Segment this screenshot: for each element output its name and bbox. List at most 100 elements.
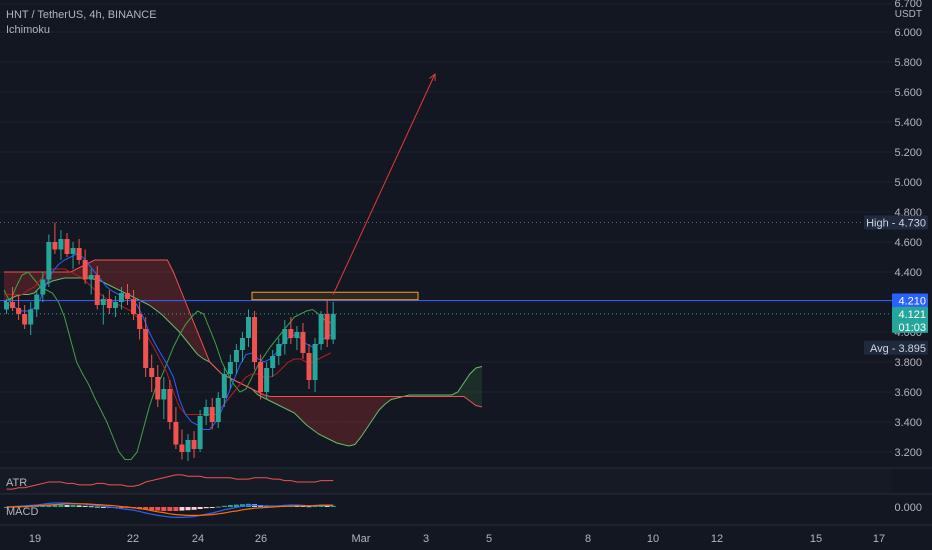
cloud-segment — [58, 272, 65, 280]
cloud-segment — [88, 260, 95, 280]
high-price-tag-bg — [864, 215, 928, 230]
cloud-segment — [173, 272, 180, 332]
macd-histogram-bar — [209, 507, 215, 508]
candle-body — [46, 242, 52, 280]
cloud-segment — [336, 396, 343, 445]
cloud-segment — [318, 396, 325, 437]
candle-body — [143, 329, 149, 368]
macd-histogram-bar — [330, 505, 336, 507]
cloud-segment — [185, 302, 192, 347]
candle-body — [179, 444, 185, 452]
chikou-line — [3, 271, 331, 460]
candle-body — [4, 302, 9, 310]
time-axis-tick: 5 — [486, 533, 492, 545]
price-axis-tick: 5.600 — [894, 87, 922, 99]
macd-histogram-bar — [221, 505, 227, 507]
candle-body — [191, 440, 197, 449]
candle-body — [76, 248, 82, 260]
cloud-segment — [52, 272, 59, 281]
macd-histogram-bar — [191, 507, 197, 510]
macd-histogram-bar — [318, 505, 324, 507]
price-axis-tick: 3.800 — [894, 357, 922, 369]
cloud-segment — [191, 317, 198, 355]
candle-body — [118, 293, 124, 302]
time-axis-tick: 8 — [585, 533, 591, 545]
projection-arrow-head — [429, 72, 436, 82]
candle-body — [100, 299, 106, 305]
candle-body — [10, 302, 16, 308]
symbol-title[interactable]: HNT / TetherUS, 4h, BINANCE — [6, 9, 157, 21]
resistance-price-tag: 4.210 — [898, 296, 926, 308]
macd-histogram-bar — [227, 505, 233, 507]
candle-body — [330, 313, 336, 340]
cloud-segment — [22, 272, 29, 295]
cloud-segment — [373, 396, 380, 419]
candle-body — [252, 317, 258, 362]
cloud-segment — [270, 396, 277, 404]
macd-histogram-bar — [197, 507, 203, 509]
cloud-segment — [106, 260, 113, 287]
candle-body — [167, 389, 173, 422]
candle-body — [112, 302, 118, 308]
resistance-price-tag-bg — [892, 293, 928, 308]
cloud-segment — [294, 396, 301, 419]
cloud-segment — [64, 272, 71, 278]
candle-body — [282, 329, 288, 344]
macd-histogram-bar — [324, 505, 330, 507]
cloud-segment — [118, 260, 125, 293]
time-axis-tick: 15 — [810, 533, 822, 545]
cloud-segment — [330, 396, 337, 443]
price-axis-tick: 5.800 — [894, 57, 922, 69]
cloud-segment — [4, 272, 11, 302]
cloud-segment — [161, 260, 168, 320]
candle-body — [239, 338, 245, 350]
macd-histogram-bar — [306, 506, 312, 508]
candle-body — [233, 350, 239, 362]
candle-body — [52, 242, 58, 250]
macd-histogram-bar — [58, 504, 64, 507]
candle-body — [324, 314, 330, 340]
cloud-segment — [10, 272, 17, 299]
price-axis-tick: 3.600 — [894, 387, 922, 399]
cloud-segment — [312, 396, 319, 434]
candle-body — [94, 275, 100, 305]
macd-histogram-bar — [76, 505, 82, 507]
cloud-segment — [367, 396, 374, 428]
cloud-segment — [155, 260, 162, 314]
macd-histogram-bar — [70, 505, 76, 507]
price-axis-tick: 6.700 — [894, 0, 922, 10]
candle-body — [149, 368, 155, 377]
macd-histogram-bar — [40, 505, 46, 507]
indicator-label[interactable]: Ichimoku — [6, 24, 51, 36]
macd-line — [6, 502, 334, 519]
candle-body — [137, 314, 143, 329]
macd-pane-label[interactable]: MACD — [6, 506, 39, 518]
atr-pane-label[interactable]: ATR — [6, 477, 28, 489]
time-axis-tick: 19 — [29, 533, 41, 545]
cloud-segment — [324, 396, 331, 440]
macd-axis-tick: 0.000 — [894, 502, 922, 514]
cloud-segment — [360, 396, 367, 437]
candle-body — [264, 368, 270, 392]
candle-body — [209, 407, 215, 422]
macd-histogram-bar — [167, 507, 173, 511]
time-axis-tick: 3 — [423, 533, 429, 545]
cloud-segment — [149, 260, 156, 310]
time-axis-tick: 12 — [711, 533, 723, 545]
macd-histogram-bar — [46, 505, 52, 507]
candle-body — [294, 332, 300, 338]
price-axis-tick: 5.000 — [894, 177, 922, 189]
macd-histogram-bar — [203, 507, 209, 509]
cloud-segment — [354, 396, 361, 445]
candle-body — [155, 377, 161, 400]
candle-body — [300, 332, 306, 353]
macd-histogram-bar — [233, 504, 239, 507]
cloud-segment — [137, 260, 144, 302]
candle-body — [215, 398, 221, 422]
candle-body — [161, 389, 167, 400]
atr-pane-bg — [0, 468, 892, 494]
cloud-segment — [258, 392, 265, 398]
candle-body — [28, 309, 34, 325]
cloud-segment — [288, 396, 295, 413]
candle-body — [82, 260, 88, 280]
